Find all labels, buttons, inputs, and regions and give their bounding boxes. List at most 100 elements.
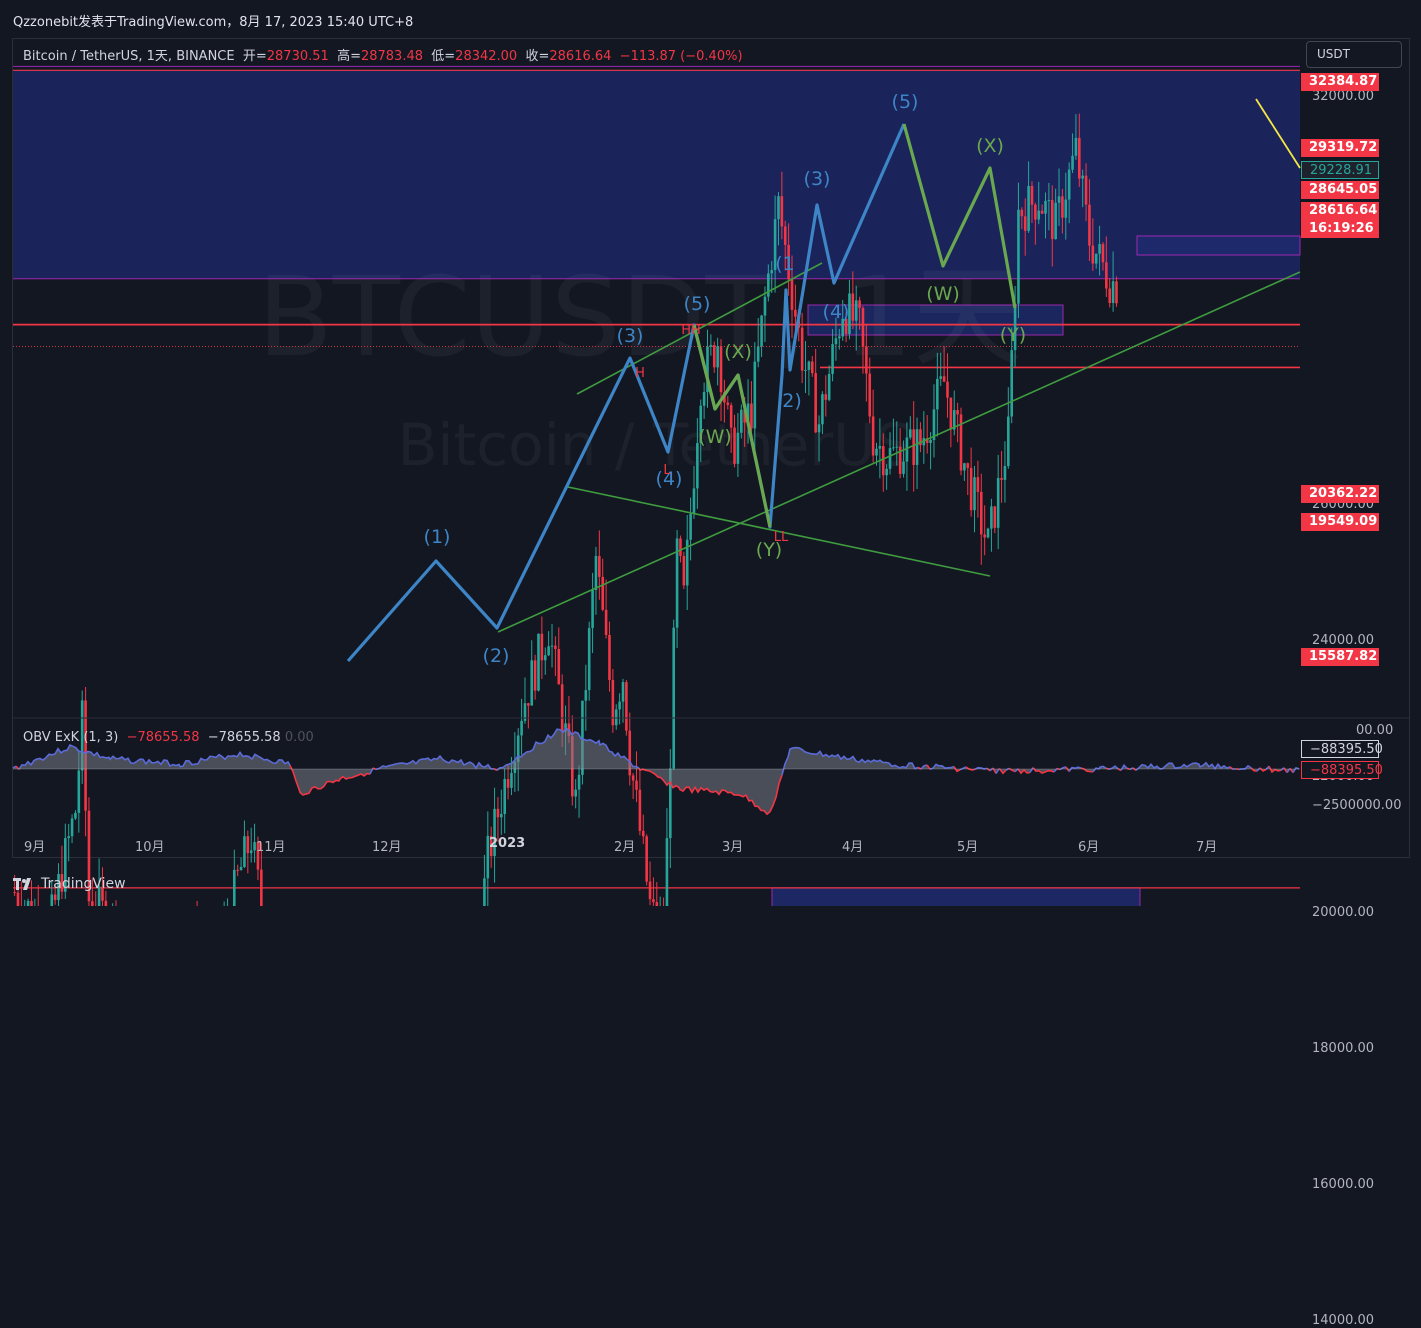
candle	[882, 446, 885, 475]
candle	[1010, 350, 1013, 416]
candle	[591, 590, 594, 628]
candle	[260, 870, 263, 906]
candle	[963, 463, 966, 470]
time-tick-label: 2月	[614, 836, 635, 855]
candle	[703, 392, 706, 406]
tradingview-logo[interactable]: TradingView	[13, 876, 126, 892]
candle	[716, 346, 719, 367]
candle	[1051, 200, 1054, 239]
candle	[635, 781, 638, 790]
candle	[233, 870, 236, 906]
candle	[578, 775, 581, 790]
candle	[737, 433, 740, 464]
time-tick-label: 12月	[372, 836, 402, 855]
candle	[240, 867, 243, 870]
time-tick-label: 5月	[957, 836, 978, 855]
candle	[767, 273, 770, 296]
obv-name[interactable]: OBV ExK (1, 3)	[23, 730, 118, 745]
candle	[1112, 281, 1115, 303]
candle	[865, 347, 868, 374]
candle	[770, 270, 773, 273]
candle	[551, 646, 554, 647]
candle	[243, 836, 246, 867]
candle	[67, 836, 70, 838]
candle	[872, 416, 875, 455]
candle	[615, 709, 618, 725]
open-value: 28730.51	[267, 49, 329, 64]
candle	[791, 279, 794, 310]
candle	[760, 316, 763, 347]
candle	[977, 477, 980, 492]
candle	[30, 901, 33, 906]
candle	[1058, 196, 1061, 202]
time-tick-label: 7月	[1196, 836, 1217, 855]
candle	[520, 721, 523, 736]
candle	[892, 447, 895, 448]
candle	[1000, 478, 1003, 480]
candle	[784, 226, 787, 244]
candle	[801, 328, 804, 371]
candle	[1095, 254, 1098, 264]
candle	[1092, 246, 1095, 264]
candle	[236, 870, 239, 871]
candle	[595, 556, 598, 590]
time-tick-label: 4月	[842, 836, 863, 855]
candle	[483, 878, 486, 906]
candle	[713, 345, 716, 367]
price-chart[interactable]: BTCUSDT, 1天 Bitcoin / TetherUS (1)(2)(3)…	[0, 0, 1421, 906]
candle	[622, 682, 625, 702]
candle	[808, 362, 811, 370]
candle	[994, 506, 997, 527]
candle	[588, 628, 591, 690]
demand-zone-2	[1137, 236, 1300, 255]
price-tag: 20362.22	[1301, 485, 1379, 503]
time-tick-label: 3月	[722, 836, 743, 855]
time-tick-label: 2023	[489, 836, 525, 851]
time-tick-label: 9月	[24, 836, 45, 855]
candle	[1031, 186, 1034, 205]
candle	[71, 819, 74, 837]
candle	[1075, 138, 1078, 156]
candle	[750, 404, 753, 429]
currency-button[interactable]: USDT	[1306, 41, 1402, 68]
low-value: 28342.00	[455, 49, 517, 64]
candle	[777, 196, 780, 219]
candle	[956, 410, 959, 414]
candle	[781, 196, 784, 226]
candle	[1027, 186, 1030, 231]
candle	[825, 394, 828, 400]
candle	[500, 814, 503, 817]
candle	[1044, 201, 1047, 214]
candle	[868, 374, 871, 417]
candle	[1081, 176, 1084, 179]
candle	[642, 831, 645, 836]
wave-label-15: (Y)	[1000, 324, 1026, 346]
candle	[885, 469, 888, 475]
candle	[625, 682, 628, 731]
candle	[666, 838, 669, 906]
candle	[250, 850, 253, 853]
candle	[936, 379, 939, 410]
obv-value-1: −78655.58	[127, 730, 200, 745]
candle	[1105, 262, 1108, 288]
candle	[672, 628, 675, 769]
candle	[639, 790, 642, 831]
price-tag: 29228.91	[1301, 161, 1379, 179]
candle	[598, 556, 601, 577]
candle	[534, 660, 537, 690]
candle	[1054, 203, 1057, 239]
candle	[17, 893, 20, 906]
candle	[679, 538, 682, 555]
candle	[804, 370, 807, 371]
obv-line	[966, 767, 975, 770]
candle	[973, 477, 976, 510]
candle	[939, 376, 942, 379]
wave-label-12: (5)	[892, 91, 919, 113]
candle	[909, 429, 912, 437]
symbol-label[interactable]: Bitcoin / TetherUS, 1天, BINANCE	[23, 49, 235, 64]
candle	[970, 468, 973, 510]
candle	[855, 300, 858, 320]
candle	[50, 894, 53, 906]
candle	[990, 506, 993, 528]
watermark-symbol: BTCUSDT, 1天	[257, 253, 1022, 381]
